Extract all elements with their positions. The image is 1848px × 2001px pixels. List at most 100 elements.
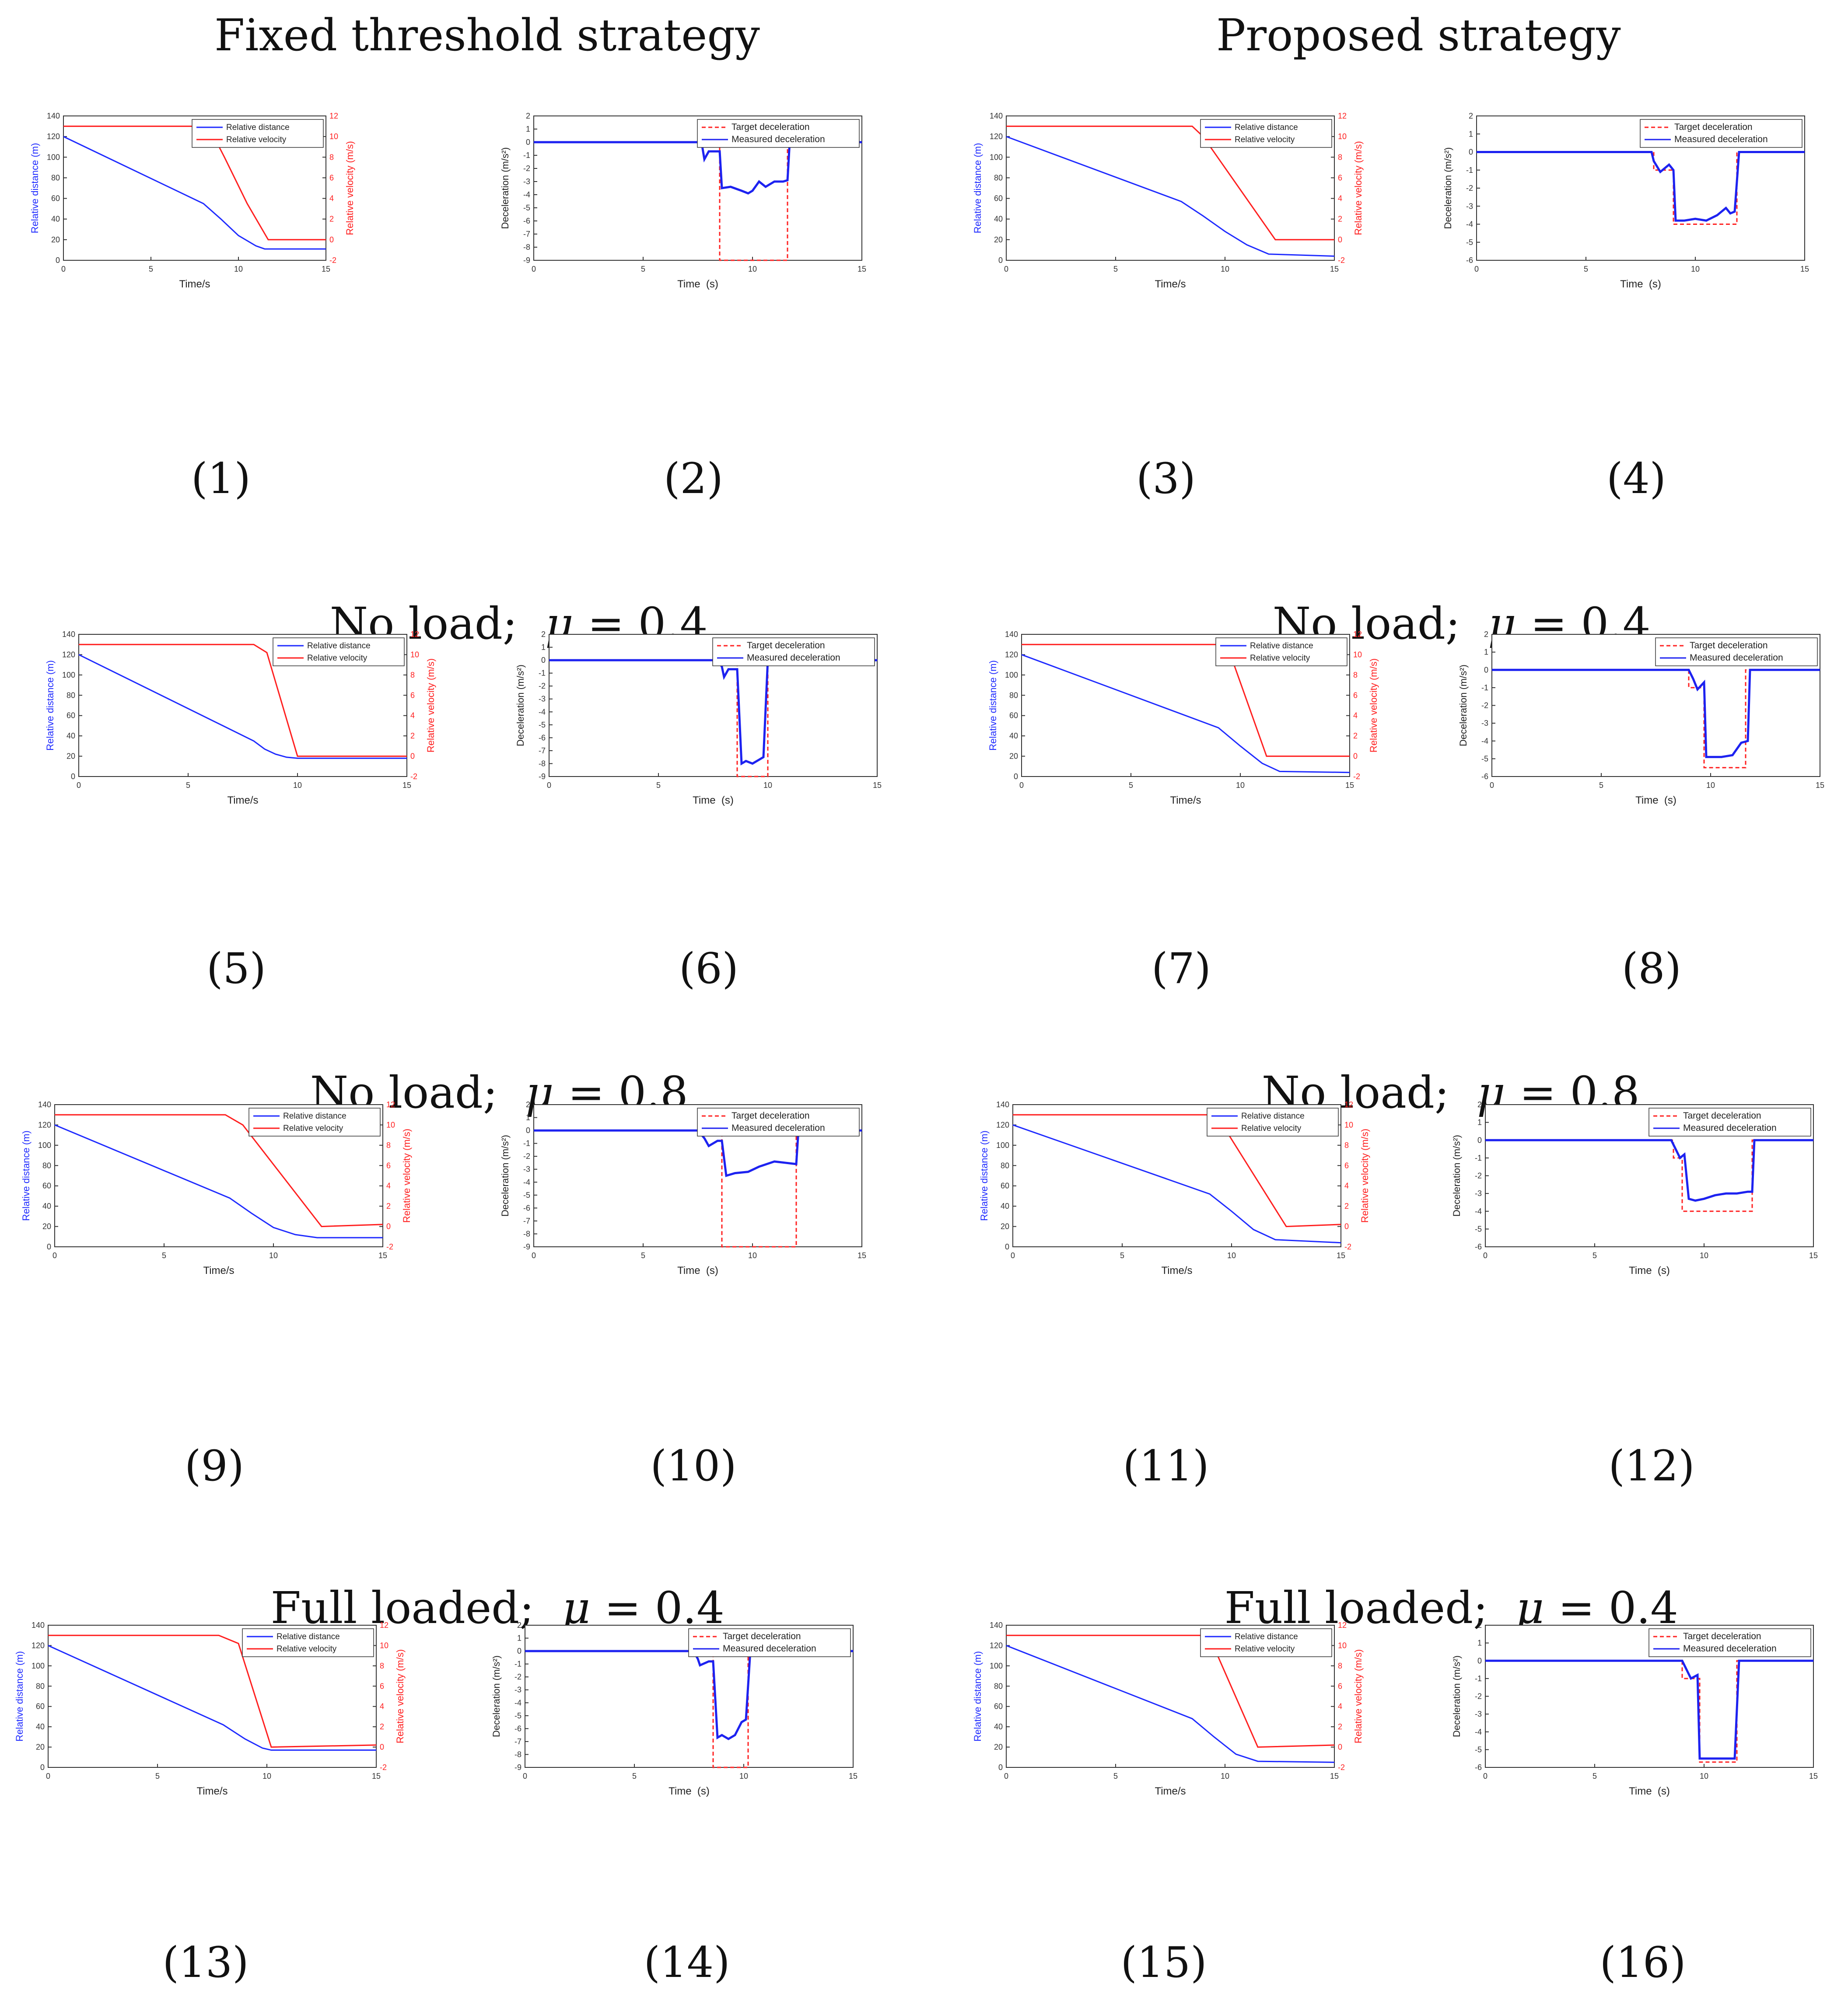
y-tick-label: -2 (1466, 184, 1473, 192)
y-tick-label: -4 (523, 190, 530, 199)
y-tick-label: 140 (990, 1621, 1003, 1630)
y2-tick-label: 6 (386, 1161, 391, 1170)
x-tick-label: 0 (523, 1772, 527, 1781)
y-tick-label: 0 (526, 1126, 530, 1135)
proposed-strategy-heading: Proposed strategy (1216, 10, 1621, 61)
x-axis-label: Time (s) (1629, 1785, 1670, 1797)
y-tick-label: 80 (51, 173, 60, 182)
y2-tick-label: -2 (1344, 1242, 1351, 1251)
y-tick-label: -3 (1466, 202, 1473, 210)
legend-box (1640, 119, 1802, 148)
y2-tick-label: 0 (1344, 1222, 1349, 1231)
y2-axis-label: Relative velocity (m/s) (401, 1129, 412, 1223)
legend-label-measured: Measured deceleration (1674, 134, 1768, 144)
y-tick-label: 140 (996, 1100, 1009, 1109)
legend-label-velocity: Relative velocity (1235, 135, 1295, 144)
x-tick-label: 15 (1809, 1772, 1818, 1781)
y-axis-label: Relative distance (m) (972, 1651, 983, 1742)
y-tick-label: -6 (523, 217, 530, 225)
x-axis-label: Time/s (1170, 794, 1201, 806)
y-axis-label: Relative distance (m) (972, 143, 983, 234)
y-tick-label: -4 (523, 1178, 530, 1186)
x-tick-label: 5 (656, 781, 661, 790)
y-tick-label: 80 (42, 1161, 51, 1170)
y-tick-label: -2 (514, 1672, 522, 1681)
y-tick-label: 2 (1469, 112, 1473, 120)
y2-tick-label: 10 (386, 1120, 395, 1129)
subplot-caption: (13) (162, 1938, 249, 1987)
y-axis-label: Deceleration (m/s²) (1442, 147, 1453, 229)
y-tick-label: -1 (523, 1139, 530, 1148)
x-tick-label: 10 (748, 1251, 757, 1260)
y-tick-label: 140 (1005, 630, 1018, 639)
y-tick-label: 40 (51, 215, 60, 224)
y-tick-label: 60 (42, 1182, 51, 1190)
y-tick-label: 20 (66, 752, 75, 761)
x-tick-label: 15 (1816, 781, 1824, 790)
y2-tick-label: 12 (1338, 112, 1347, 120)
legend-box (273, 637, 405, 666)
y-tick-label: 40 (66, 731, 75, 740)
x-tick-label: 10 (763, 781, 772, 790)
y-tick-label: 120 (32, 1641, 45, 1650)
y-tick-label: -6 (1475, 1763, 1482, 1772)
legend-label-distance: Relative distance (1235, 123, 1298, 132)
y-tick-label: 1 (541, 643, 546, 652)
y-tick-label: 140 (990, 112, 1003, 120)
relative-distance-line (63, 136, 326, 250)
legend-label-velocity: Relative velocity (276, 1644, 337, 1654)
y-tick-label: 20 (994, 235, 1003, 244)
x-tick-label: 15 (1337, 1251, 1345, 1260)
x-tick-label: 10 (1691, 265, 1700, 273)
legend-box (1655, 637, 1818, 666)
subplot-caption: (5) (206, 944, 266, 993)
y-tick-label: -1 (1475, 1154, 1482, 1162)
y-axis-label: Deceleration (m/s²) (491, 1655, 502, 1737)
x-axis-label: Time/s (1155, 278, 1186, 290)
x-axis-label: Time/s (1155, 1785, 1186, 1797)
y2-axis-label: Relative velocity (m/s) (344, 141, 355, 235)
x-tick-label: 5 (1592, 1772, 1597, 1781)
legend-label-velocity: Relative velocity (307, 654, 368, 663)
x-tick-label: 5 (1113, 1772, 1118, 1781)
y-tick-label: -4 (1475, 1207, 1482, 1216)
measured-deceleration-line (534, 1129, 862, 1177)
x-tick-label: 0 (1483, 1772, 1488, 1781)
relative-distance-line (1006, 136, 1335, 257)
y-tick-label: 140 (47, 112, 60, 120)
y2-tick-label: 8 (386, 1141, 391, 1150)
y-tick-label: 2 (1477, 1100, 1482, 1109)
relative-velocity-line (79, 644, 407, 757)
x-tick-label: 10 (1706, 781, 1715, 790)
y-tick-label: -2 (523, 1152, 530, 1161)
x-tick-label: 0 (547, 781, 551, 790)
y2-tick-label: 6 (329, 173, 334, 182)
x-tick-label: 0 (1004, 265, 1008, 273)
x-axis-label: Time/s (1161, 1265, 1192, 1277)
y-tick-label: 60 (1001, 1182, 1009, 1190)
measured-deceleration-line (1485, 1659, 1813, 1760)
x-tick-label: 10 (1227, 1251, 1236, 1260)
subplot-caption: (1) (191, 454, 251, 503)
x-tick-label: 5 (1584, 265, 1588, 273)
target-deceleration-line (1477, 151, 1805, 225)
y2-tick-label: -2 (1338, 256, 1345, 265)
legend-label-velocity: Relative velocity (1235, 1644, 1295, 1654)
legend-box (1215, 637, 1348, 666)
subplot-caption: (4) (1606, 454, 1666, 503)
y2-tick-label: 4 (386, 1182, 391, 1190)
y-tick-label: 2 (526, 1100, 530, 1109)
subplot-caption: (12) (1608, 1441, 1695, 1490)
y-tick-label: 1 (1469, 129, 1473, 138)
x-tick-label: 10 (1221, 265, 1229, 273)
x-tick-label: 5 (641, 1251, 645, 1260)
y2-tick-label: -2 (386, 1242, 393, 1251)
legend-label-distance: Relative distance (276, 1632, 340, 1641)
y-tick-label: 0 (1005, 1242, 1009, 1251)
x-tick-label: 15 (849, 1772, 858, 1781)
x-tick-label: 0 (77, 781, 81, 790)
